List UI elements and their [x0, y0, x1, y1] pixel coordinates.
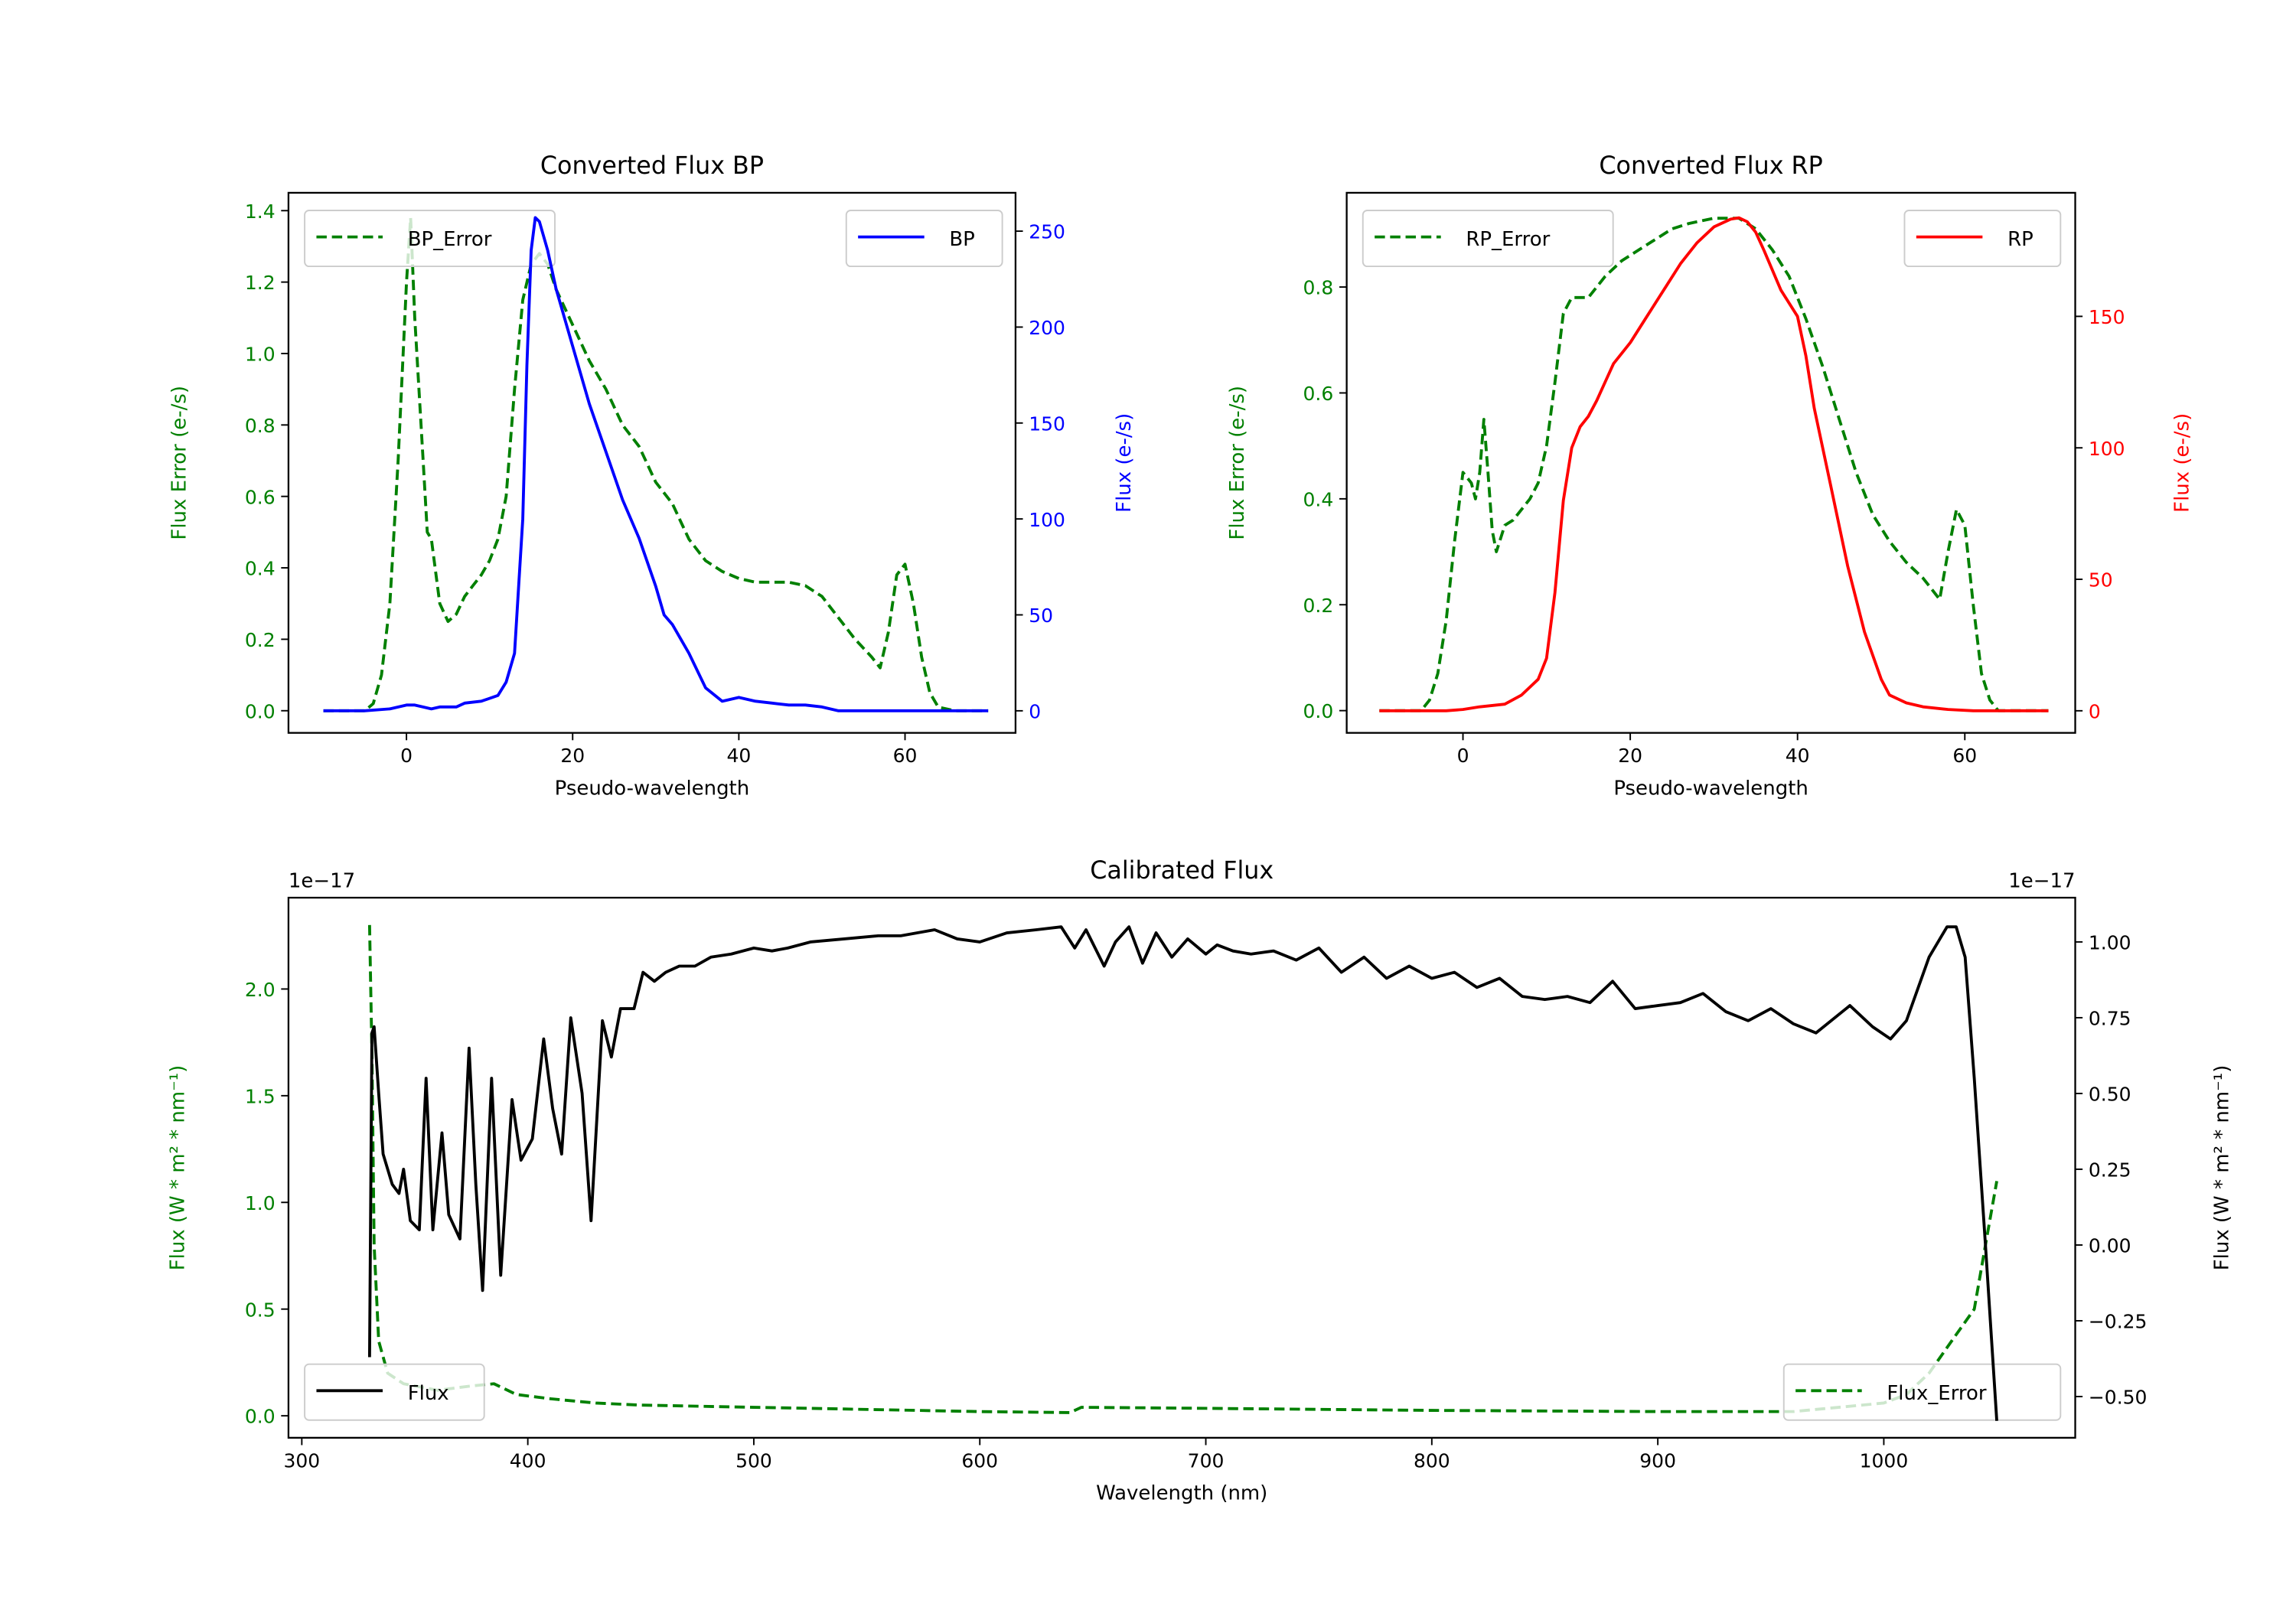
y-left-tick-label: 0.6 [245, 486, 276, 508]
y-left-tick-label: 0.8 [1303, 277, 1334, 299]
y-left-tick-label: 0.6 [1303, 383, 1334, 405]
legend-label: BP [949, 228, 974, 251]
x-axis-label: Pseudo-wavelength [1613, 777, 1808, 800]
y-right-tick-label: −0.50 [2089, 1387, 2148, 1409]
y-left-tick-label: 1.5 [245, 1085, 276, 1107]
y-right-axis-label: Flux (e-/s) [1113, 413, 1136, 513]
y-left-tick-label: 1.0 [245, 344, 276, 366]
chart-cal: Calibrated Flux 300 400 500 600 700 800 900 1000… [166, 857, 2233, 1505]
y-right-tick-label: −0.25 [2089, 1311, 2148, 1333]
series-line-flux [367, 925, 1998, 1421]
legend-label: Flux [408, 1382, 449, 1405]
y-left-tick-label: 1.4 [245, 200, 276, 223]
plot-frame [287, 896, 2076, 1439]
chart-title: Calibrated Flux [1090, 857, 1274, 885]
y-left-tick-label: 0.0 [245, 1406, 276, 1428]
legend-box [1782, 1363, 2062, 1421]
chart-title: Converted Flux BP [540, 152, 764, 180]
x-tick-label: 0 [1457, 745, 1469, 767]
y-right-tick-label: 100 [2089, 438, 2125, 460]
y-left-axis-label: Flux Error (e-/s) [1226, 386, 1249, 540]
y-right-tick-label: 50 [2089, 569, 2113, 592]
x-tick-label: 0 [400, 745, 413, 767]
y-left-axis-label: Flux (W * m² * nm⁻¹) [166, 1065, 189, 1271]
legend-box [304, 1363, 485, 1421]
y-left-offset-label: 1e−17 [289, 870, 355, 893]
legend-box [1362, 210, 1614, 268]
y-right-tick-label: 150 [1029, 412, 1065, 435]
series-line-rp [1379, 216, 2049, 712]
y-left-tick-label: 0.0 [245, 700, 276, 722]
y-left-tick-label: 2.0 [245, 979, 276, 1001]
legend-bp-error: BP_Error [304, 210, 556, 268]
y-right-tick-label: 100 [1029, 509, 1065, 531]
legend-label: Flux_Error [1887, 1382, 1987, 1405]
legend-flux: Flux [304, 1363, 485, 1421]
chart-rp: Converted Flux RP 0 20 40 60 0.0 0.2 0.4 0.6 0.8 0… [1226, 152, 2194, 800]
plot-frame [287, 191, 1017, 734]
x-tick-label: 40 [726, 745, 751, 767]
y-right-tick-label: 0.50 [2089, 1084, 2131, 1106]
x-tick-label: 800 [1414, 1449, 1450, 1472]
y-left-tick-label: 0.8 [245, 415, 276, 437]
legend-label: RP_Error [1466, 228, 1550, 251]
legend-flux-error: Flux_Error [1782, 1363, 2062, 1421]
legend-rp-error: RP_Error [1362, 210, 1614, 268]
y-right-tick-label: 0.00 [2089, 1235, 2131, 1257]
series-line-bp-error [323, 216, 989, 712]
legend-label: BP_Error [408, 228, 492, 251]
y-right-tick-label: 150 [2089, 306, 2125, 328]
y-right-tick-label: 0 [1029, 700, 1041, 722]
x-tick-label: 700 [1188, 1449, 1225, 1472]
y-right-tick-label: 0.75 [2089, 1008, 2131, 1030]
chart-bp: Converted Flux BP 0 20 40 60 0.0 0.2 0.4 0.6 0.8 1… [168, 152, 1136, 800]
series-line-bp [323, 216, 989, 712]
series-line-rp-error [1379, 217, 2049, 712]
x-tick-label: 900 [1639, 1449, 1676, 1472]
x-tick-label: 20 [1618, 745, 1642, 767]
y-right-axis-label: Flux (W * m² * nm⁻¹) [2211, 1065, 2234, 1271]
legend-label: RP [2007, 228, 2033, 251]
y-right-tick-label: 200 [1029, 317, 1065, 339]
x-tick-label: 500 [735, 1449, 772, 1472]
plot-frame [1345, 191, 2076, 734]
y-right-tick-label: 1.00 [2089, 932, 2131, 954]
series-line-flux-error [367, 924, 1998, 1414]
x-axis-label: Pseudo-wavelength [555, 777, 750, 800]
y-left-tick-label: 0.0 [1303, 700, 1334, 722]
y-right-offset-label: 1e−17 [2008, 870, 2075, 893]
x-tick-label: 600 [961, 1449, 998, 1472]
y-left-tick-label: 1.0 [245, 1192, 276, 1214]
y-left-tick-label: 0.5 [245, 1299, 276, 1321]
y-left-tick-label: 1.2 [245, 272, 276, 294]
y-right-tick-label: 0 [2089, 700, 2101, 722]
legend-rp: RP [1903, 210, 2062, 268]
x-tick-label: 40 [1786, 745, 1810, 767]
x-tick-label: 300 [283, 1449, 320, 1472]
legend-box [304, 210, 556, 268]
y-right-tick-label: 0.25 [2089, 1159, 2131, 1182]
y-right-tick-label: 250 [1029, 221, 1065, 243]
y-left-tick-label: 0.4 [245, 558, 276, 580]
y-right-tick-label: 50 [1029, 605, 1053, 627]
y-left-tick-label: 0.2 [245, 629, 276, 651]
x-tick-label: 1000 [1860, 1449, 1909, 1472]
legend-bp: BP [845, 210, 1003, 268]
chart-title: Converted Flux RP [1599, 152, 1822, 180]
x-tick-label: 20 [560, 745, 585, 767]
y-left-tick-label: 0.2 [1303, 595, 1334, 617]
y-left-tick-label: 0.4 [1303, 488, 1334, 510]
x-tick-label: 60 [1952, 745, 1977, 767]
y-right-axis-label: Flux (e-/s) [2171, 413, 2194, 513]
y-left-axis-label: Flux Error (e-/s) [168, 386, 191, 540]
x-tick-label: 400 [510, 1449, 546, 1472]
x-axis-label: Wavelength (nm) [1096, 1482, 1267, 1505]
x-tick-label: 60 [893, 745, 918, 767]
